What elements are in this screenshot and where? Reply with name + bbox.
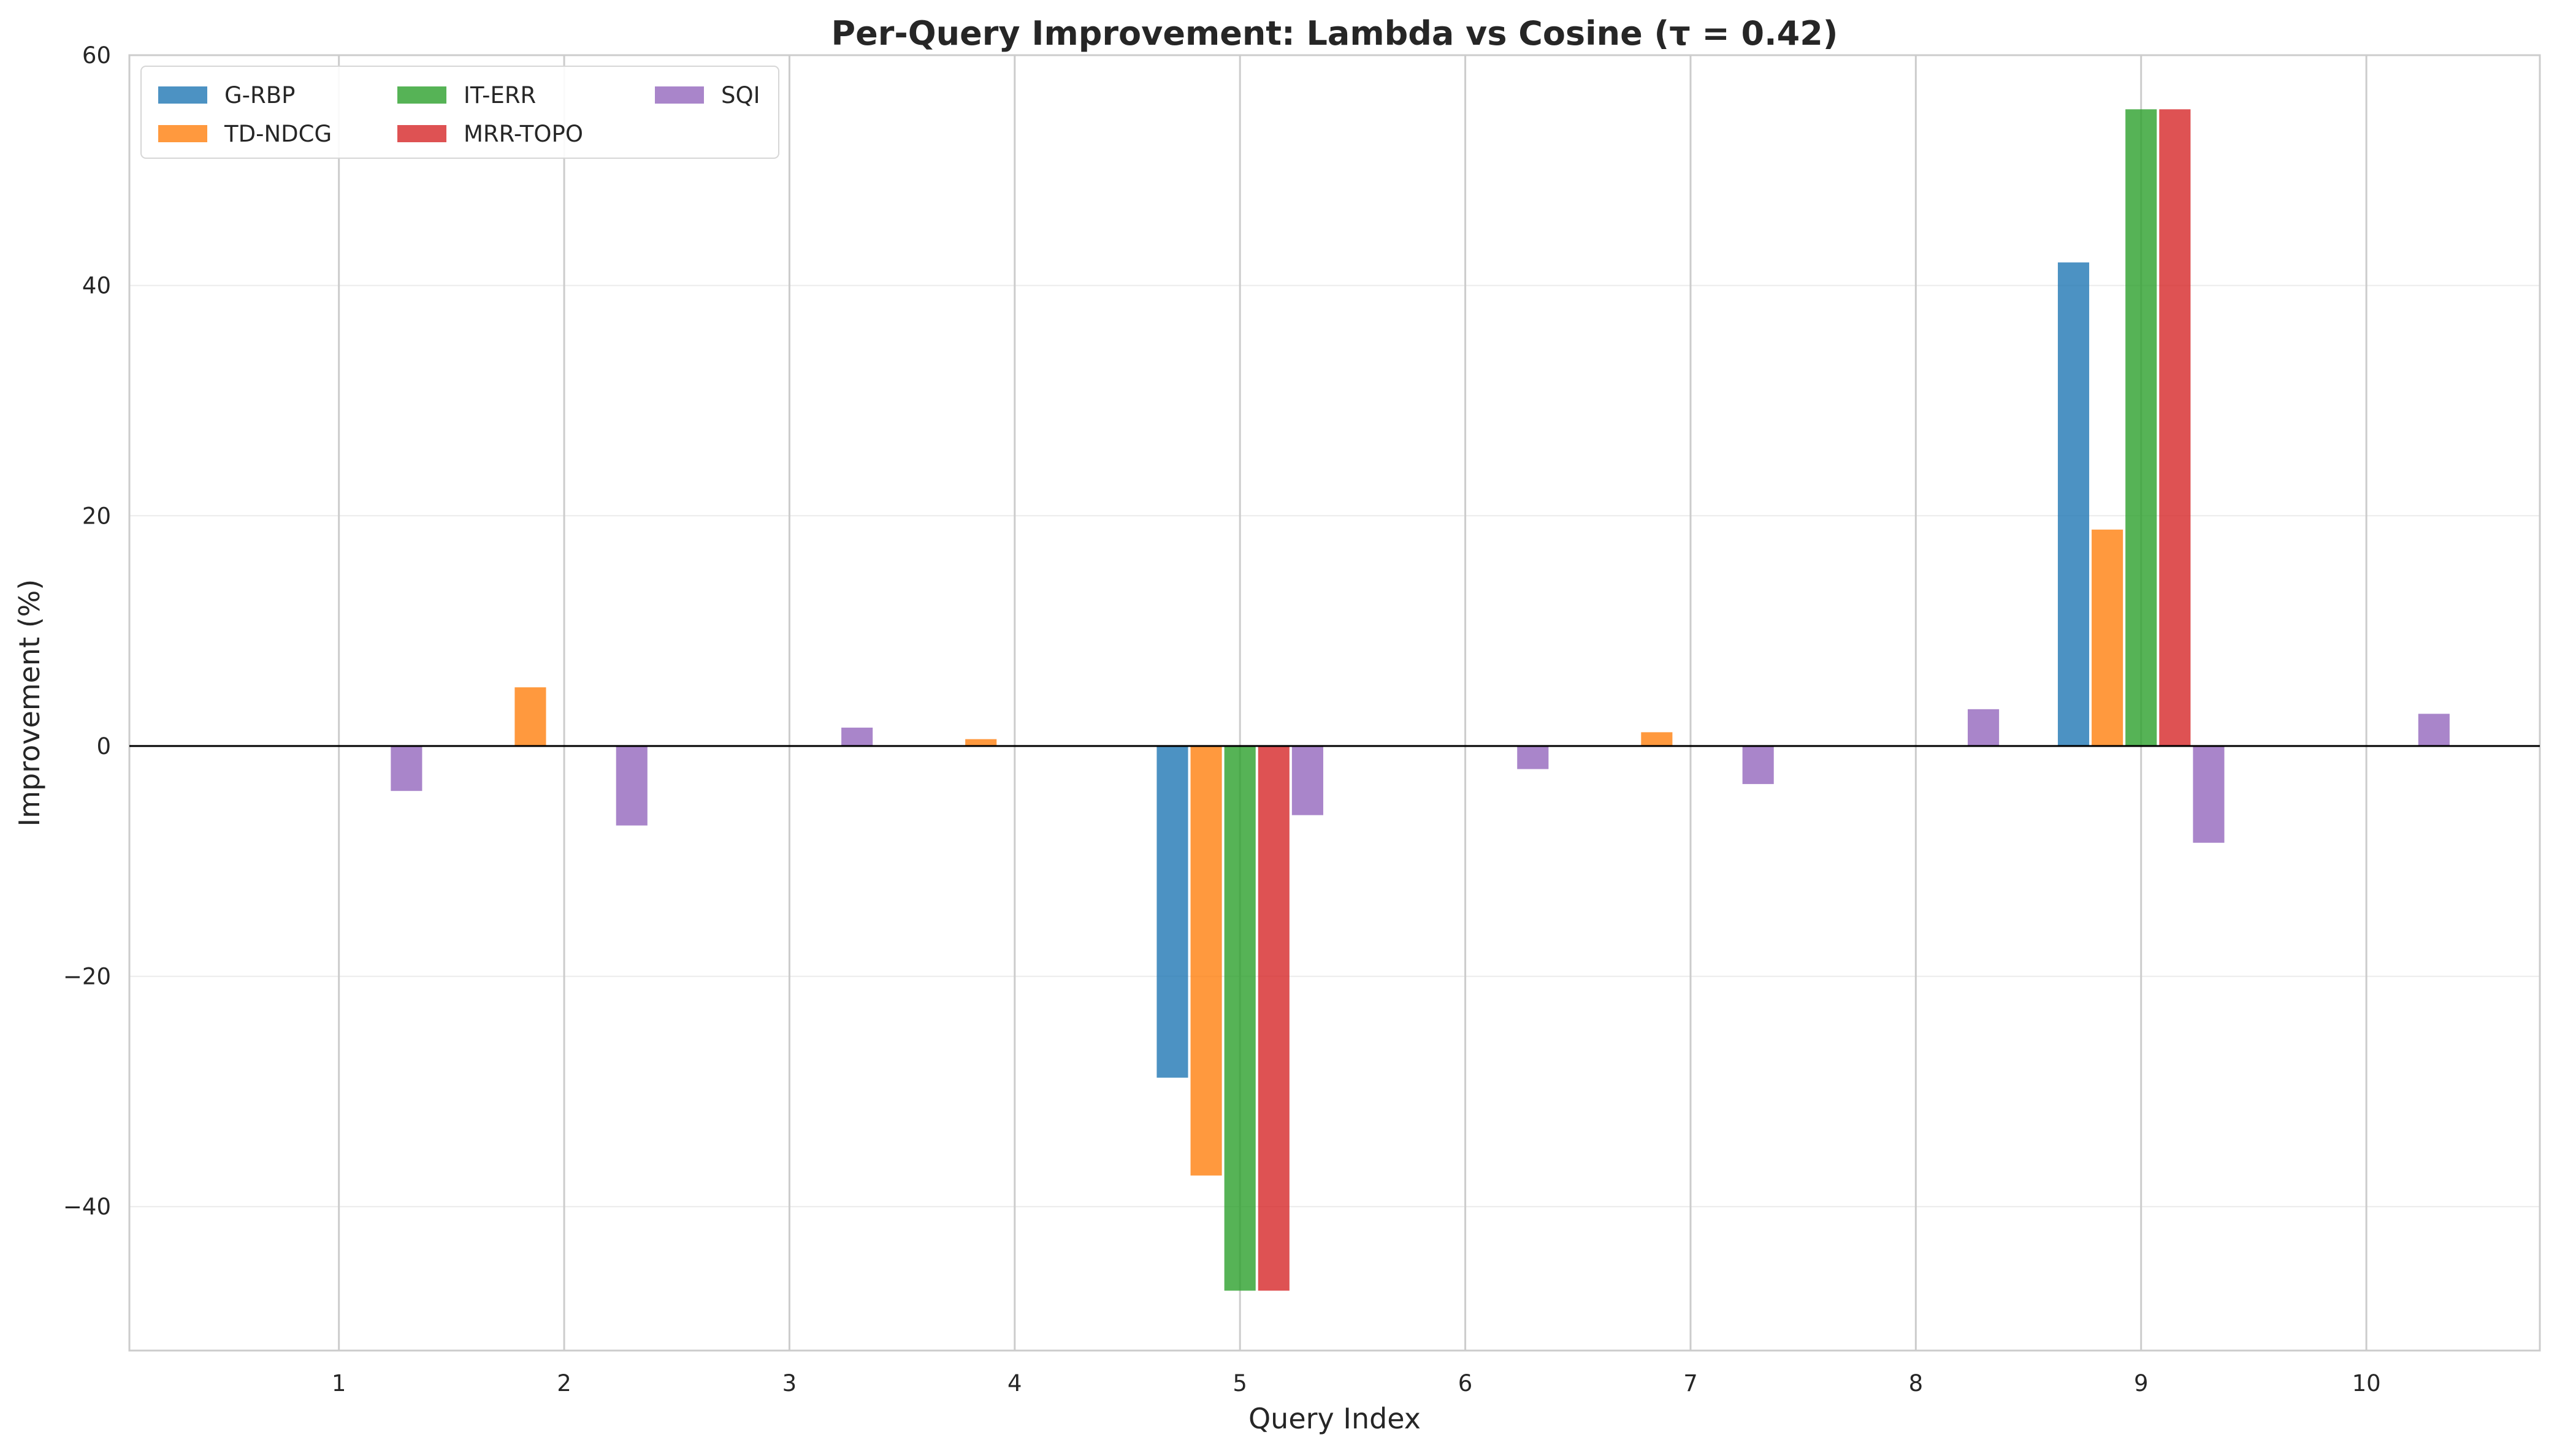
- ticks-layer: −40 −20 0 20 40 60 1 2 3 4 5 6 7 8 9 10: [63, 42, 2381, 1397]
- bar-td-ndcg-q7: [1641, 732, 1673, 746]
- x-tick-label: 4: [1007, 1370, 1022, 1397]
- bar-g-rbp-q5: [1156, 745, 1188, 1078]
- bar-sqi-q5: [1291, 745, 1323, 815]
- bar-mrr-topo-q9: [2159, 109, 2191, 746]
- legend-swatch-td-ndcg: [158, 125, 207, 142]
- bar-sqi-q8: [1968, 709, 2000, 746]
- y-tick-label: 20: [82, 503, 111, 529]
- x-tick-label: 3: [782, 1370, 797, 1397]
- x-tick-label: 9: [2134, 1370, 2149, 1397]
- x-tick-label: 5: [1233, 1370, 1247, 1397]
- legend-label: IT-ERR: [464, 82, 536, 109]
- bar-g-rbp-q9: [2057, 262, 2090, 746]
- x-tick-label: 8: [1909, 1370, 1924, 1397]
- legend-swatch-mrr-topo: [397, 125, 446, 142]
- bar-td-ndcg-q5: [1190, 745, 1222, 1176]
- bar-td-ndcg-q2: [514, 687, 546, 746]
- bar-sqi-q7: [1742, 745, 1774, 784]
- bar-sqi-q3: [841, 727, 873, 746]
- legend-label: G-RBP: [224, 82, 295, 109]
- bar-sqi-q2: [616, 745, 648, 826]
- bar-it-err-q5: [1224, 745, 1256, 1291]
- bar-sqi-q9: [2193, 745, 2225, 843]
- y-tick-label: 60: [82, 42, 111, 69]
- x-tick-label: 7: [1683, 1370, 1698, 1397]
- bar-mrr-topo-q5: [1258, 745, 1290, 1291]
- legend-swatch-g-rbp: [158, 86, 207, 104]
- x-axis-label: Query Index: [1248, 1402, 1421, 1435]
- legend-swatch-it-err: [397, 86, 446, 104]
- x-tick-label: 2: [557, 1370, 571, 1397]
- y-tick-label: 40: [82, 273, 111, 299]
- bars-layer: [391, 109, 2450, 1291]
- legend-label: SQI: [721, 82, 760, 109]
- legend-label: TD-NDCG: [224, 121, 332, 147]
- y-tick-label: 0: [96, 733, 111, 760]
- chart-title: Per-Query Improvement: Lambda vs Cosine …: [831, 14, 1838, 53]
- x-tick-label: 1: [332, 1370, 346, 1397]
- bar-td-ndcg-q4: [965, 739, 997, 746]
- bar-sqi-q1: [391, 745, 422, 791]
- bar-it-err-q9: [2125, 109, 2157, 746]
- legend-label: MRR-TOPO: [464, 121, 583, 147]
- legend-box: [140, 66, 779, 159]
- bar-sqi-q6: [1517, 745, 1549, 769]
- bar-sqi-q10: [2418, 714, 2450, 746]
- legend-swatch-sqi: [655, 86, 704, 104]
- y-tick-label: −40: [63, 1194, 111, 1220]
- x-tick-label: 6: [1458, 1370, 1473, 1397]
- legend: G-RBP TD-NDCG IT-ERR MRR-TOPO SQI: [140, 66, 779, 159]
- plot-frame: [128, 54, 2541, 1352]
- bar-td-ndcg-q9: [2092, 529, 2123, 746]
- y-tick-label: −20: [63, 964, 111, 990]
- x-tick-label: 10: [2352, 1370, 2381, 1397]
- y-axis-label: Improvement (%): [13, 579, 46, 827]
